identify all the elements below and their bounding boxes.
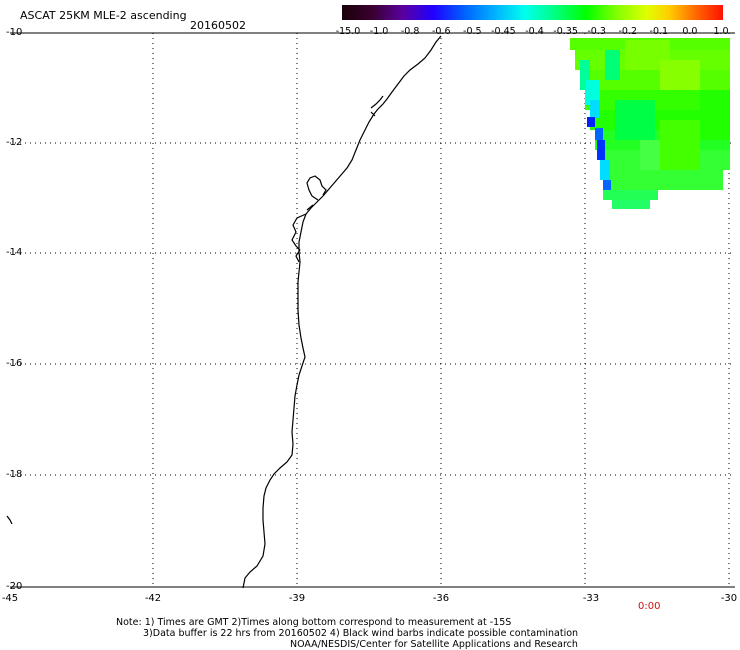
wind-swath	[570, 38, 730, 209]
note-line-1: Note: 1) Times are GMT 2)Times along bot…	[116, 617, 512, 628]
lat-tick-label: -16	[6, 358, 23, 369]
lat-tick-label: -18	[6, 469, 23, 480]
lat-tick-label: -14	[6, 247, 23, 258]
product-title: ASCAT 25KM MLE-2 ascending	[20, 9, 187, 22]
colorbar-tick-label: -0.4	[525, 26, 544, 37]
lon-tick-label: -30	[720, 593, 738, 604]
product-date: 20160502	[190, 19, 246, 32]
lat-tick-label: -20	[6, 581, 23, 592]
lon-tick-label: -39	[288, 593, 306, 604]
colorbar-tick-label: -15.0	[335, 26, 361, 37]
colorbar-tick-label: -0.35	[553, 26, 578, 37]
colorbar	[342, 5, 723, 20]
colorbar-tick-label: -0.8	[400, 26, 420, 37]
lon-tick-label: -42	[144, 593, 162, 604]
coastline-fragment	[6, 515, 13, 525]
coastline	[242, 35, 442, 589]
lat-tick-label: -12	[6, 137, 23, 148]
lat-tick-label: -10	[6, 27, 23, 38]
colorbar-tick-label: -0.45	[491, 26, 516, 37]
colorbar-tick-label: -0.2	[618, 26, 638, 37]
colorbar-tick-label: -0.6	[431, 26, 451, 37]
colorbar-tick-label: -0.3	[587, 26, 606, 37]
colorbar-tick-label: -0.1	[649, 26, 669, 37]
lon-tick-label: -33	[582, 593, 600, 604]
time-label: 0:00	[638, 601, 661, 612]
note-line-3: NOAA/NESDIS/Center for Satellite Applica…	[290, 639, 578, 650]
colorbar-gradient	[342, 5, 723, 20]
coastline-bay	[291, 95, 384, 263]
colorbar-tick-label: 1.0	[713, 26, 729, 37]
colorbar-tick-label: -0.5	[463, 26, 482, 37]
colorbar-labels: -15.0 -1.0 -0.8 -0.6 -0.5 -0.45 -0.4 -0.35 -0.3 -…	[330, 26, 730, 38]
grid-lines	[10, 33, 735, 587]
colorbar-tick-label: -1.0	[369, 26, 389, 37]
colorbar-tick-label: 0.0	[682, 26, 698, 37]
note-line-2: 3)Data buffer is 22 hrs from 20160502 4)…	[143, 628, 579, 639]
lon-tick-label: -45	[1, 593, 19, 604]
lon-tick-label: -36	[432, 593, 450, 604]
